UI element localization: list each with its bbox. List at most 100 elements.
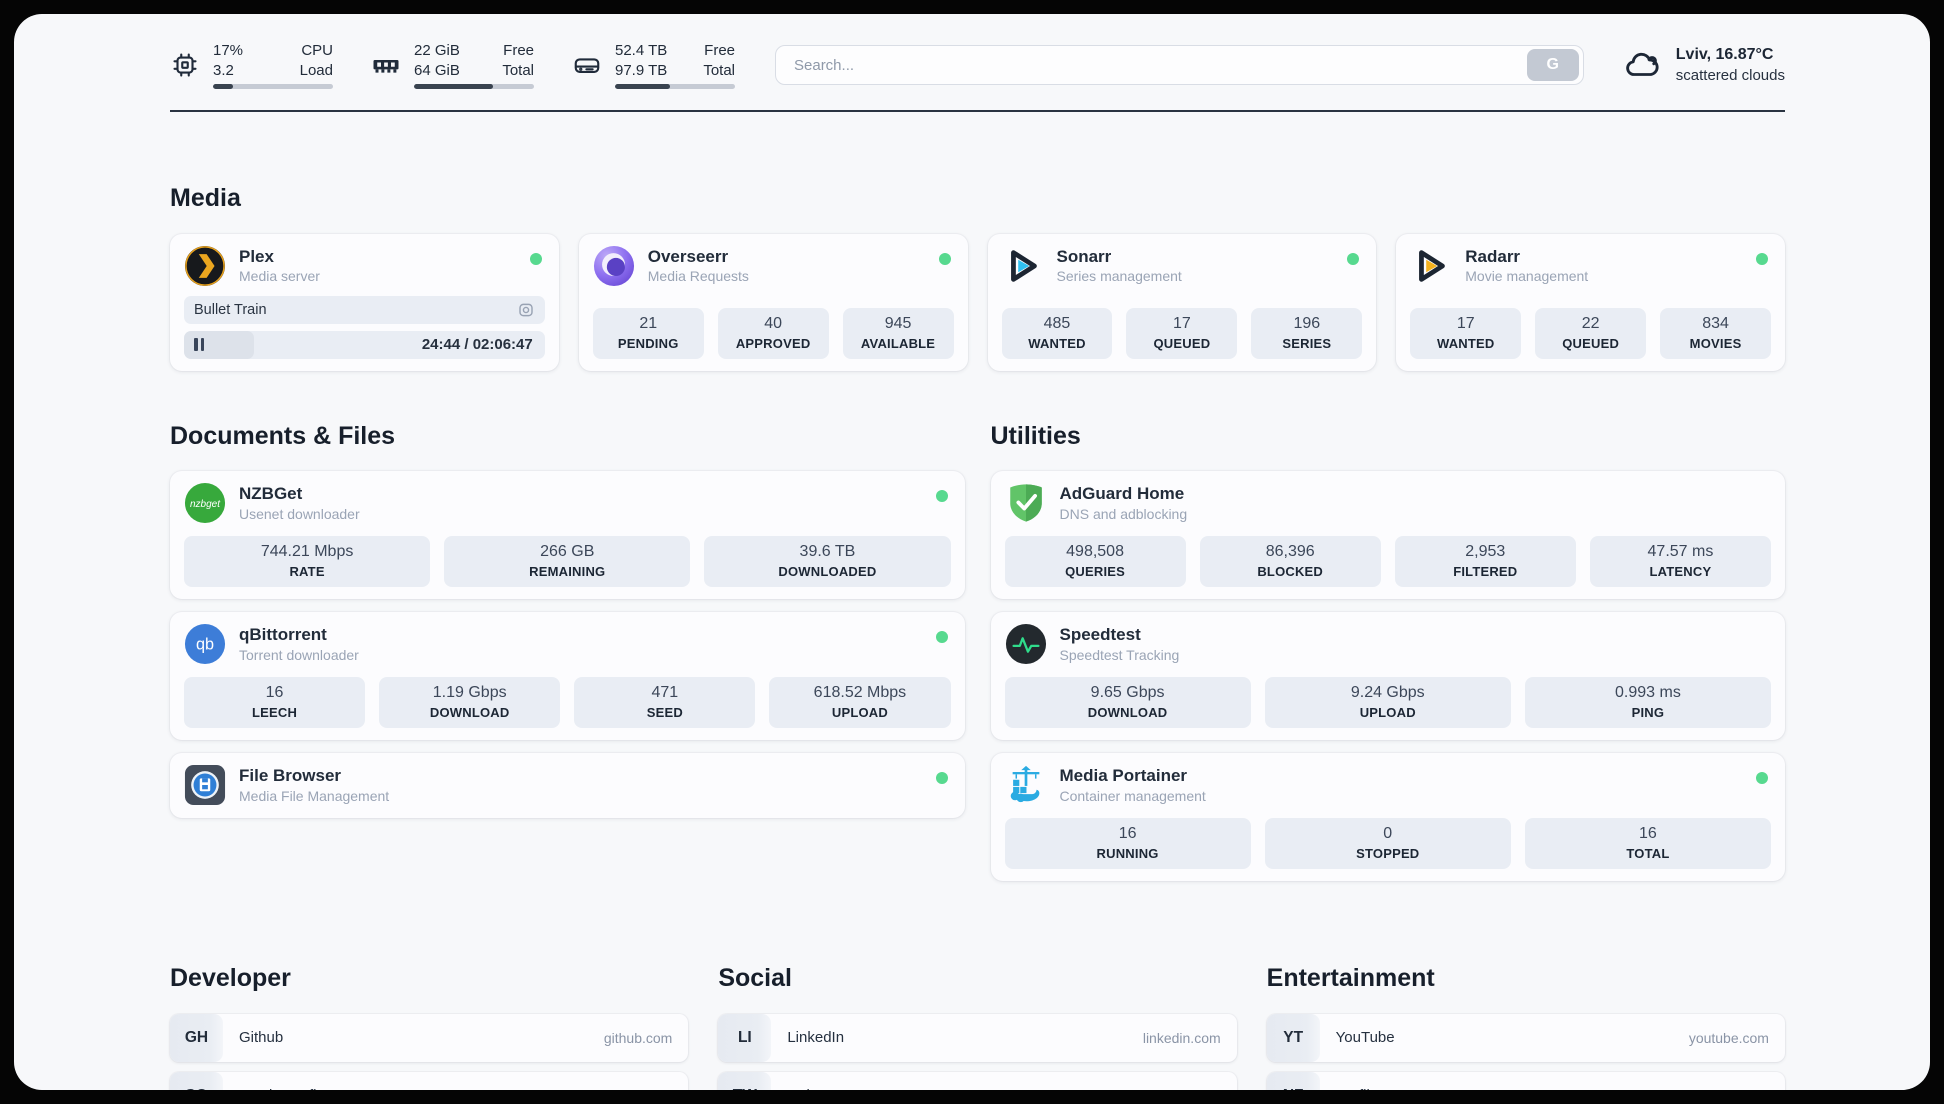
speedtest-card[interactable]: Speedtest Speedtest Tracking 9.65 Gbps D… — [990, 612, 1785, 741]
cpu-metric: 17% 3.2 CPU Load — [170, 41, 333, 89]
plex-card[interactable]: Plex Media server Bullet Train — [170, 233, 559, 371]
sonarr-card[interactable]: Sonarr Series management 485 WANTED 17 Q… — [987, 233, 1377, 371]
link-github[interactable]: GH Github github.com — [170, 1013, 689, 1062]
radarr-logo-icon — [1410, 245, 1452, 287]
cpu-load-value: 3.2 — [213, 61, 234, 79]
stat-value: 1.19 Gbps — [432, 684, 507, 702]
social-section: Social LI LinkedIn linkedin.com TW Twitt… — [718, 943, 1237, 1090]
search-bar: G — [775, 45, 1584, 85]
stat-box: 471 SEED — [574, 677, 756, 729]
portainer-card[interactable]: Media Portainer Container management 16 … — [990, 753, 1785, 882]
stat-value: 485 — [1043, 314, 1071, 332]
stat-value: 2,953 — [1465, 543, 1506, 561]
stat-label: FILTERED — [1453, 564, 1518, 580]
search-engine-button[interactable]: G — [1526, 49, 1579, 81]
stat-value: 9.65 Gbps — [1090, 684, 1165, 702]
filebrowser-card[interactable]: File Browser Media File Management — [170, 753, 965, 819]
stat-value: 945 — [884, 314, 912, 332]
card-title: qBittorrent — [239, 625, 327, 645]
link-twitter[interactable]: TW Twitter twitter.com — [718, 1071, 1237, 1090]
stat-label: WANTED — [1436, 335, 1495, 351]
cloud-icon — [1624, 46, 1662, 84]
stat-box: 22 QUEUED — [1535, 307, 1647, 359]
stat-box: 21 PENDING — [592, 307, 704, 359]
stat-value: 17 — [1172, 314, 1191, 332]
section-title-developer: Developer — [170, 964, 291, 992]
media-section: Media Plex Media server — [170, 184, 1785, 371]
stat-value: 39.6 TB — [799, 543, 856, 561]
developer-section: Developer GH Github github.com SO StackO… — [170, 943, 689, 1090]
memory-progress-fill — [414, 84, 494, 89]
stat-label: QUEUED — [1153, 335, 1211, 351]
link-youtube[interactable]: YT YouTube youtube.com — [1266, 1013, 1785, 1062]
stat-label: PENDING — [617, 335, 679, 351]
stat-value: 16 — [1639, 825, 1657, 843]
filebrowser-logo-icon — [184, 764, 226, 806]
card-subtitle: Torrent downloader — [239, 646, 359, 663]
status-dot — [935, 631, 948, 644]
stat-box: 744.21 Mbps RATE — [184, 536, 431, 588]
qbittorrent-logo-icon: qb — [184, 623, 226, 665]
sonarr-logo-icon — [1002, 245, 1044, 287]
link-stackoverflow[interactable]: SO StackOverflow stackoverflow.com — [170, 1071, 689, 1090]
card-subtitle: DNS and adblocking — [1059, 505, 1188, 522]
stat-label: PING — [1631, 705, 1665, 721]
link-url: stackoverflow.com — [558, 1088, 672, 1090]
radarr-card[interactable]: Radarr Movie management 17 WANTED 22 QUE… — [1396, 233, 1785, 371]
stat-label: UPLOAD — [1359, 705, 1416, 721]
qbittorrent-card[interactable]: qb qBittorrent Torrent downloader 16 LEE… — [170, 612, 965, 741]
card-subtitle: Series management — [1056, 268, 1182, 284]
portainer-logo-icon — [1005, 764, 1047, 806]
stat-value: 0.993 ms — [1615, 684, 1681, 702]
search-input[interactable] — [792, 55, 1527, 75]
link-name: Github — [239, 1029, 284, 1047]
stat-label: REMAINING — [529, 564, 606, 580]
stat-label: UPLOAD — [831, 705, 888, 721]
stat-value: 47.57 ms — [1647, 543, 1714, 561]
cpu-icon — [170, 50, 200, 80]
adguard-card[interactable]: AdGuard Home DNS and adblocking 498,508 … — [990, 471, 1785, 600]
disk-free-label: Free — [704, 42, 735, 59]
stat-value: 618.52 Mbps — [813, 684, 907, 702]
memory-total-value: 64 GiB — [414, 61, 460, 79]
memory-progress-bar — [414, 84, 534, 89]
weather-widget[interactable]: Lviv, 16.87°C scattered clouds — [1624, 44, 1785, 85]
stat-box: 485 WANTED — [1001, 307, 1113, 359]
stat-value: 471 — [651, 684, 679, 702]
pause-icon[interactable] — [194, 338, 204, 352]
plex-logo-icon — [184, 245, 226, 287]
stat-label: SERIES — [1282, 335, 1332, 351]
card-subtitle: Usenet downloader — [239, 505, 360, 522]
dashboard-panel: 17% 3.2 CPU Load — [14, 14, 1930, 1090]
disk-free-value: 52.4 TB — [615, 42, 668, 59]
stat-label: TOTAL — [1626, 846, 1670, 862]
card-title: Sonarr — [1056, 246, 1112, 266]
video-camera-icon[interactable] — [517, 301, 535, 319]
link-badge: NF — [1266, 1071, 1320, 1090]
card-title: File Browser — [239, 766, 342, 786]
memory-free-label: Free — [503, 42, 534, 59]
entertainment-section: Entertainment YT YouTube youtube.com NF … — [1266, 943, 1785, 1090]
status-dot — [938, 252, 951, 265]
stat-label: SEED — [646, 705, 683, 721]
overseerr-logo-icon — [593, 245, 635, 287]
card-title: AdGuard Home — [1059, 484, 1185, 504]
link-linkedin[interactable]: LI LinkedIn linkedin.com — [718, 1013, 1237, 1062]
card-subtitle: Media File Management — [239, 787, 390, 804]
stat-value: 0 — [1383, 825, 1393, 843]
nzbget-card[interactable]: nzbget NZBGet Usenet downloader 744.21 M… — [170, 471, 965, 600]
memory-total-label: Total — [502, 61, 534, 79]
disk-progress-bar — [615, 84, 735, 89]
overseerr-card[interactable]: Overseerr Media Requests 21 PENDING 40 A… — [578, 233, 968, 371]
card-subtitle: Speedtest Tracking — [1059, 646, 1180, 663]
status-dot — [1756, 772, 1768, 785]
cpu-progress-fill — [213, 84, 234, 89]
stat-label: DOWNLOAD — [429, 705, 510, 721]
link-url: github.com — [603, 1029, 673, 1046]
stat-box: 40 APPROVED — [717, 307, 829, 359]
playback-bar[interactable]: 24:44 / 02:06:47 — [184, 330, 545, 359]
link-netflix[interactable]: NF Netflix netflix.com — [1266, 1071, 1785, 1090]
link-url: netflix.com — [1702, 1088, 1769, 1090]
disk-metric: 52.4 TB 97.9 TB Free Total — [572, 41, 735, 89]
section-title-utilities: Utilities — [990, 421, 1081, 450]
